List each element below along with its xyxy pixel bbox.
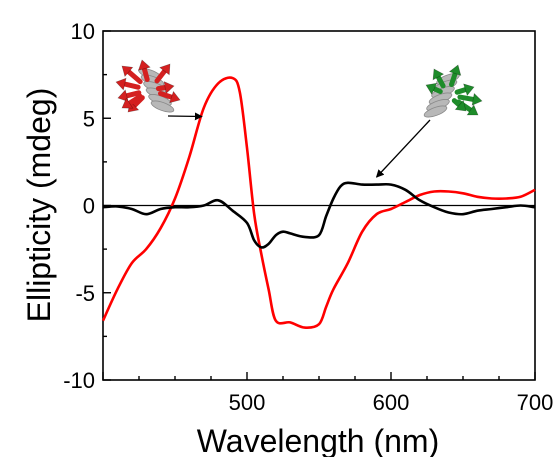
red-helix-illustration <box>115 59 181 113</box>
x-axis-label: Wavelength (nm) <box>197 423 439 457</box>
tick-labels: 500 600 700 10 5 0 -5 -10 <box>63 19 553 415</box>
x-tick-label: 700 <box>517 390 554 415</box>
x-tick-label: 500 <box>229 390 266 415</box>
series-layer <box>101 76 536 329</box>
y-tick-label: -5 <box>75 281 95 306</box>
x-tick-label: 600 <box>373 390 410 415</box>
red-helix-pointer <box>167 112 203 121</box>
y-tick-label: 0 <box>83 194 95 219</box>
inset-illustrations <box>115 59 483 178</box>
tick-marks <box>102 30 536 381</box>
green-helix-pointer <box>375 119 431 178</box>
series-line-2 <box>102 181 536 249</box>
green-helix-illustration <box>423 64 483 118</box>
y-axis-label: Ellipticity (mdeg) <box>21 88 57 323</box>
y-tick-label: -10 <box>63 368 95 393</box>
y-tick-label: 10 <box>71 19 95 44</box>
series-line-1 <box>101 76 536 329</box>
y-tick-label: 5 <box>83 106 95 131</box>
